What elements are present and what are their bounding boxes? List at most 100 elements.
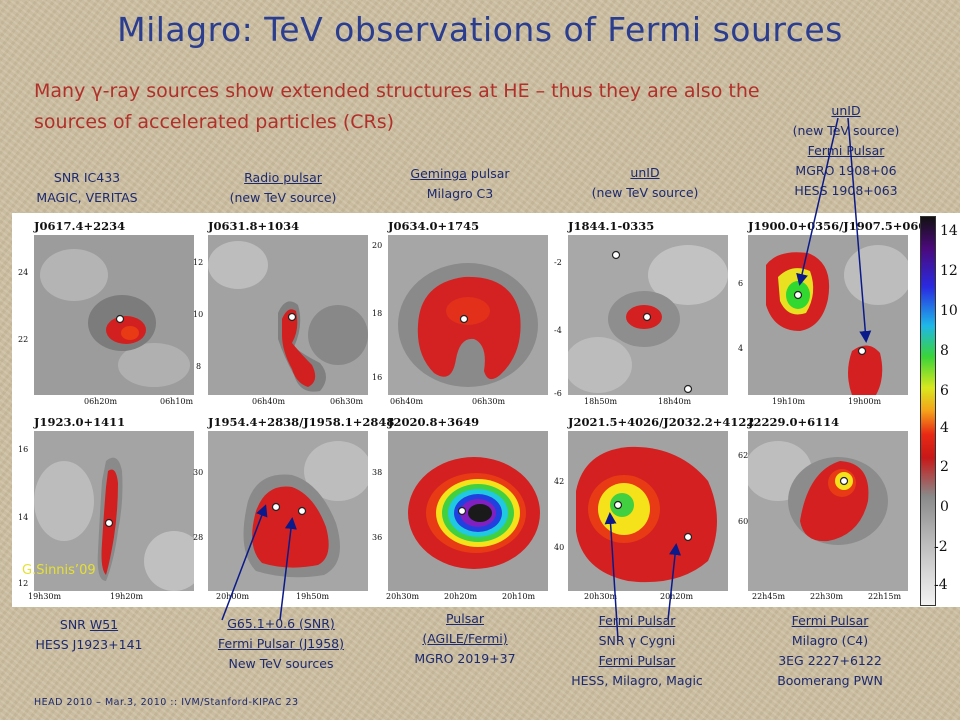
- sky-map-2-image: [208, 235, 368, 395]
- sky-map-8: [388, 431, 548, 591]
- x-tick: 20h30m: [584, 592, 618, 601]
- x-tick: 06h30m: [330, 397, 364, 406]
- y-tick: 20: [372, 241, 383, 250]
- source-marker: [459, 314, 469, 324]
- plot-title: J0631.8+1034: [208, 219, 300, 233]
- y-tick: 24: [18, 268, 29, 277]
- y-tick: 6: [738, 279, 744, 288]
- arrow: [604, 512, 619, 641]
- y-tick: 16: [18, 445, 29, 454]
- caption-bottom-4: Fermi Pulsar SNR γ Cygni Fermi Pulsar HE…: [552, 611, 722, 691]
- caption-line: Milagro (C4): [791, 633, 869, 648]
- caption-top-5: unID (new TeV source) Fermi Pulsar MGRO …: [766, 101, 926, 201]
- caption-top-1: SNR IC433 MAGIC, VERITAS: [14, 168, 160, 208]
- x-tick: 06h40m: [252, 397, 286, 406]
- sky-map-9-image: [568, 431, 728, 591]
- plot-title: J2020.8+3649: [388, 415, 480, 429]
- slide-title: Milagro: TeV observations of Fermi sourc…: [117, 10, 843, 49]
- caption-line: unID: [630, 165, 660, 180]
- colorbar-tick: 6: [940, 383, 949, 399]
- caption-line: Boomerang PWN: [777, 673, 883, 688]
- caption-word: W51: [89, 617, 119, 632]
- y-tick: 16: [372, 373, 383, 382]
- caption-line: MGRO 2019+37: [414, 651, 516, 666]
- caption-line: Milagro C3: [426, 186, 494, 201]
- x-tick: 18h40m: [658, 397, 692, 406]
- source-marker: [611, 250, 621, 260]
- plot-title: J1844.1-0335: [568, 219, 655, 233]
- sky-map-1: [34, 235, 194, 395]
- source-marker: [457, 506, 467, 516]
- colorbar-tick: -2: [934, 539, 948, 555]
- y-tick: 30: [193, 468, 204, 477]
- plot-title: J2229.0+6114: [748, 415, 840, 429]
- credit-label: G.Sinnis’09: [22, 563, 96, 578]
- source-marker: [683, 384, 693, 394]
- slide-footer: HEAD 2010 – Mar.3, 2010 :: IVM/Stanford-…: [34, 697, 299, 708]
- arrow: [221, 504, 268, 621]
- caption-line: Fermi Pulsar: [791, 613, 869, 628]
- caption-line: MGRO 1908+06: [795, 163, 897, 178]
- y-tick: 60: [738, 517, 749, 526]
- caption-word: Geminga: [410, 166, 467, 181]
- caption-bottom-2: G65.1+0.6 (SNR) Fermi Pulsar (J1958) New…: [196, 614, 366, 674]
- caption-line: Geminga pulsar: [385, 164, 535, 184]
- caption-line: MAGIC, VERITAS: [36, 190, 138, 205]
- caption-bottom-5: Fermi Pulsar Milagro (C4) 3EG 2227+6122 …: [750, 611, 910, 691]
- caption-bottom-1: SNR W51 HESS J1923+141: [14, 615, 164, 655]
- y-tick: 36: [372, 533, 383, 542]
- caption-line: HESS, Milagro, Magic: [571, 673, 703, 688]
- caption-line: G65.1+0.6 (SNR): [227, 616, 335, 631]
- x-tick: 22h15m: [868, 592, 902, 601]
- caption-top-4: unID (new TeV source): [566, 163, 724, 203]
- caption-line: Fermi Pulsar (J1958): [218, 636, 344, 651]
- source-marker: [104, 518, 114, 528]
- y-tick: 4: [738, 344, 744, 353]
- x-tick: 06h10m: [160, 397, 194, 406]
- plot-title: J0634.0+1745: [388, 219, 480, 233]
- source-marker: [115, 314, 125, 324]
- sky-map-4: [568, 235, 728, 395]
- caption-line: Pulsar: [445, 611, 485, 626]
- caption-word: SNR: [59, 617, 90, 632]
- source-marker: [683, 532, 693, 542]
- caption-line: Fermi Pulsar: [807, 143, 885, 158]
- sky-map-8-image: [388, 431, 548, 591]
- y-tick: 10: [193, 310, 204, 319]
- caption-line: unID: [831, 103, 861, 118]
- sky-map-10-image: [748, 431, 908, 591]
- caption-line: Fermi Pulsar: [598, 653, 676, 668]
- sky-map-6: [34, 431, 194, 591]
- y-tick: -4: [554, 326, 562, 335]
- caption-top-3: Geminga pulsar Milagro C3: [385, 164, 535, 204]
- caption-line: (AGILE/Fermi): [422, 631, 508, 646]
- x-tick: 19h30m: [28, 592, 62, 601]
- x-tick: 19h00m: [848, 397, 882, 406]
- caption-line: Radio pulsar: [244, 170, 322, 185]
- colorbar-tick: 8: [940, 343, 949, 359]
- slide-subtitle: Many γ-ray sources show extended structu…: [34, 80, 760, 133]
- source-marker: [642, 312, 652, 322]
- x-tick: 19h10m: [772, 397, 806, 406]
- caption-line: HESS J1923+141: [35, 637, 143, 652]
- plot-title: J1900.0+0356/J1907.5+0602: [748, 219, 935, 233]
- sky-map-5: [748, 235, 908, 395]
- caption-line: (new TeV source): [792, 123, 900, 138]
- y-tick: 28: [193, 533, 204, 542]
- caption-line: Fermi Pulsar: [598, 613, 676, 628]
- caption-line: New TeV sources: [228, 656, 334, 671]
- y-tick: -6: [554, 389, 562, 398]
- caption-line: (new TeV source): [229, 190, 337, 205]
- colorbar-tick: 12: [940, 263, 958, 279]
- source-marker: [271, 502, 281, 512]
- colorbar-tick: 10: [940, 303, 958, 319]
- colorbar-tick: 2: [940, 459, 949, 475]
- caption-word: pulsar: [466, 166, 510, 181]
- y-tick: 8: [196, 362, 202, 371]
- caption-line: SNR IC433: [53, 170, 121, 185]
- sky-map-3: [388, 235, 548, 395]
- x-tick: 20h10m: [502, 592, 536, 601]
- arrow: [796, 117, 839, 286]
- plot-title: J0617.4+2234: [34, 219, 126, 233]
